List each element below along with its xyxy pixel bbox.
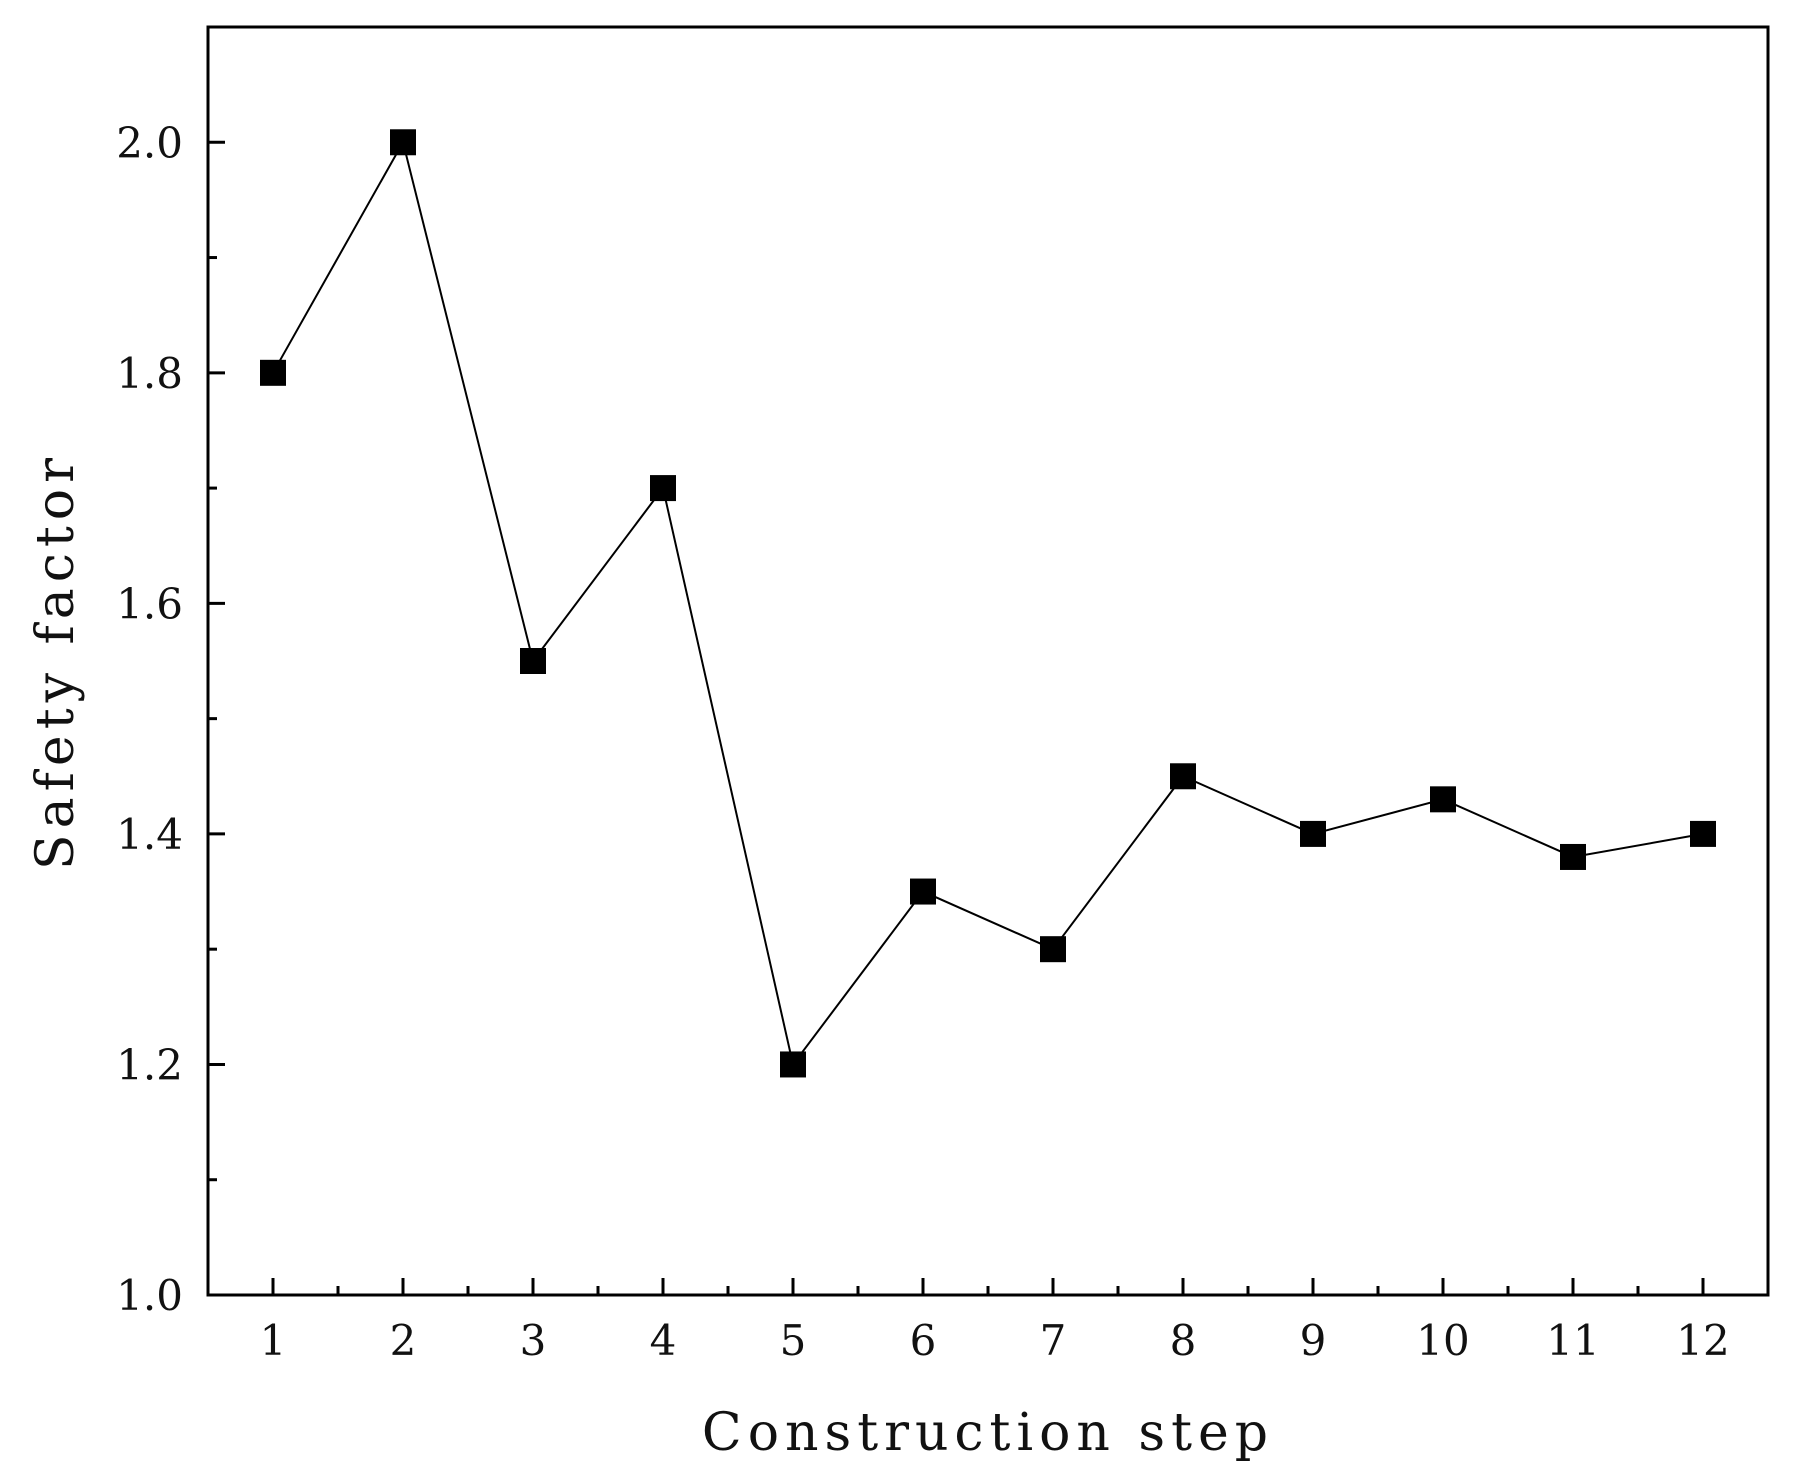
x-tick-label: 11 <box>1546 1316 1599 1365</box>
y-tick-label: 1.4 <box>116 810 183 859</box>
y-axis-title: Safety factor <box>26 452 86 870</box>
data-point-marker <box>1170 763 1196 790</box>
data-point-marker <box>1430 786 1456 813</box>
x-tick-label: 9 <box>1300 1316 1327 1365</box>
data-point-marker <box>390 129 416 156</box>
x-tick-label: 8 <box>1170 1316 1197 1365</box>
data-point-marker <box>520 648 546 674</box>
x-tick-label: 1 <box>260 1316 287 1365</box>
x-axis-ticks <box>271 1278 1705 1295</box>
y-tick-label: 1.8 <box>116 349 183 398</box>
x-tick-label: 2 <box>390 1316 417 1365</box>
x-tick-label: 6 <box>910 1316 937 1365</box>
x-axis-title: Construction step <box>702 1403 1274 1463</box>
data-point-marker <box>1690 820 1716 847</box>
data-point-marker <box>260 359 286 386</box>
plot-frame <box>206 25 1770 1297</box>
data-point-marker <box>910 878 936 905</box>
x-tick-label: 12 <box>1676 1316 1729 1365</box>
y-tick-label: 1.6 <box>116 579 183 628</box>
series-lines <box>272 139 1704 1067</box>
data-point-marker <box>1300 820 1326 847</box>
series-line <box>272 139 1704 1067</box>
x-tick-label: 3 <box>520 1316 547 1365</box>
y-tick-label: 1.0 <box>116 1271 183 1320</box>
y-axis-ticks <box>208 140 225 1297</box>
y-axis-tick-labels: 1.0 1.2 1.4 1.6 1.8 2.0 <box>116 118 183 1320</box>
y-tick-label: 2.0 <box>116 118 183 167</box>
series-markers <box>260 129 1716 1078</box>
data-point-marker <box>1560 843 1586 870</box>
data-point-marker <box>780 1051 806 1078</box>
x-tick-label: 4 <box>650 1316 677 1365</box>
data-point-marker <box>650 475 676 502</box>
x-axis-tick-labels: 1 2 3 4 5 6 7 8 9 10 11 12 <box>260 1316 1730 1365</box>
x-tick-label: 7 <box>1040 1316 1067 1365</box>
x-tick-label: 5 <box>780 1316 807 1365</box>
x-tick-label: 10 <box>1416 1316 1469 1365</box>
data-point-marker <box>1040 936 1066 963</box>
y-tick-label: 1.2 <box>116 1040 183 1089</box>
